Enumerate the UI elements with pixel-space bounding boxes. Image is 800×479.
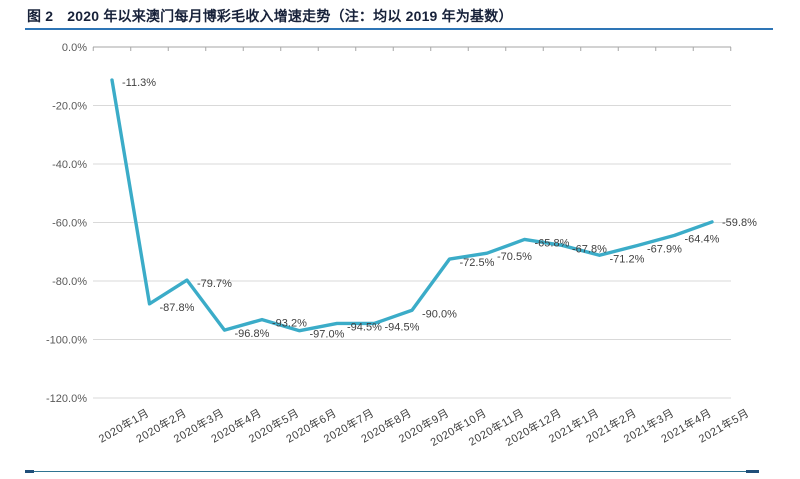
y-axis-tick-label: -60.0% <box>52 218 87 230</box>
y-axis-tick-label: 0.0% <box>62 42 87 54</box>
data-label: -90.0% <box>422 308 457 320</box>
data-label: -96.8% <box>235 328 270 340</box>
data-label: -79.7% <box>197 278 232 290</box>
data-label: -71.2% <box>610 253 645 265</box>
y-axis-tick-label: -100.0% <box>46 335 87 347</box>
figure-header: 图 2 2020 年以来澳门每月博彩毛收入增速走势（注：均以 2019 年为基数） <box>0 0 800 32</box>
data-label: -11.3% <box>122 77 156 89</box>
data-label: -87.8% <box>160 302 195 314</box>
data-label: -94.5% <box>347 321 382 333</box>
footer-rule-left-cap <box>25 470 34 473</box>
y-axis-tick-label: -40.0% <box>52 159 87 171</box>
figure-title-text: 2020 年以来澳门每月博彩毛收入增速走势（注：均以 2019 年为基数） <box>67 8 513 24</box>
data-label: -67.8% <box>572 243 607 255</box>
data-label: -70.5% <box>497 251 532 263</box>
data-label: -59.8% <box>722 217 757 229</box>
data-label: -97.0% <box>310 329 345 341</box>
footer-rule <box>25 471 759 472</box>
figure-title: 图 2 2020 年以来澳门每月博彩毛收入增速走势（注：均以 2019 年为基数） <box>27 6 513 26</box>
y-axis-tick-label: -20.0% <box>52 101 87 113</box>
title-underline-rule <box>25 28 773 30</box>
footer-rule-right-cap <box>746 470 759 473</box>
data-label: -65.8% <box>535 237 570 249</box>
figure-number-label: 图 2 <box>27 8 54 24</box>
y-axis-tick-label: -120.0% <box>46 393 87 405</box>
data-label: -64.4% <box>685 233 720 245</box>
series-line <box>110 78 714 333</box>
data-label: -67.9% <box>647 244 682 256</box>
data-label: -93.2% <box>272 318 307 330</box>
data-label: -94.5% <box>385 321 420 333</box>
y-axis-tick-label: -80.0% <box>52 276 87 288</box>
data-label: -72.5% <box>460 257 495 269</box>
